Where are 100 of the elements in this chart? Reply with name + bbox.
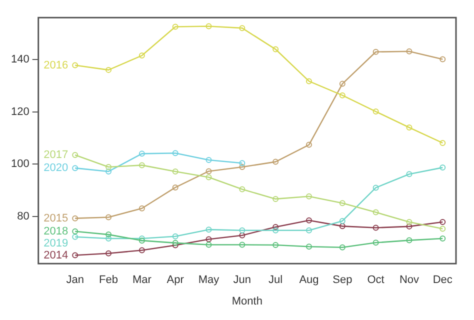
point <box>106 168 112 174</box>
x-tick-label: Jan <box>66 274 84 286</box>
point <box>339 223 346 230</box>
point <box>306 217 312 224</box>
series-label: 2015 <box>44 212 68 224</box>
point <box>339 218 346 224</box>
point <box>72 234 78 240</box>
series-label: 2018 <box>44 225 68 238</box>
point <box>406 223 412 230</box>
point <box>272 242 279 248</box>
point <box>339 80 346 87</box>
point <box>206 168 212 174</box>
point <box>106 66 112 73</box>
x-tick-label: Nov <box>399 274 420 286</box>
point <box>406 124 412 131</box>
point <box>106 214 112 220</box>
series-label: 2014 <box>44 249 68 262</box>
point <box>406 218 412 225</box>
point <box>239 25 246 32</box>
point <box>239 232 246 238</box>
point <box>72 62 78 68</box>
point <box>306 142 312 148</box>
point <box>339 200 346 206</box>
point <box>372 108 379 115</box>
point <box>272 196 279 202</box>
point <box>172 168 178 174</box>
point <box>206 174 212 180</box>
point <box>172 184 178 190</box>
point <box>440 218 446 225</box>
point <box>406 48 412 54</box>
point <box>138 235 145 242</box>
point <box>206 236 212 242</box>
x-tick-label: Mar <box>132 274 152 286</box>
point <box>440 56 446 62</box>
point <box>138 162 145 168</box>
point <box>138 52 145 59</box>
point <box>206 242 212 248</box>
point <box>306 193 312 200</box>
point <box>72 228 78 234</box>
point <box>206 226 212 233</box>
point <box>372 209 379 216</box>
point <box>138 238 145 244</box>
point <box>406 237 412 244</box>
x-axis-title: Month <box>232 295 262 308</box>
point <box>406 171 412 178</box>
point <box>138 205 145 212</box>
x-tick-label: Jul <box>268 274 283 286</box>
point <box>372 240 379 246</box>
point <box>239 227 246 234</box>
point <box>239 160 246 166</box>
point <box>72 252 78 258</box>
point <box>372 224 379 231</box>
point <box>138 247 145 254</box>
x-tick-label: Aug <box>299 274 319 286</box>
point <box>172 242 178 248</box>
point <box>272 224 279 230</box>
point <box>72 152 78 158</box>
point <box>106 235 112 242</box>
point <box>372 184 379 191</box>
y-tick-label: 100 <box>10 158 30 170</box>
series-label: 2020 <box>44 162 68 174</box>
series-label: 2017 <box>44 149 68 162</box>
point <box>106 232 112 238</box>
point <box>306 78 312 84</box>
x-tick-label: Jun <box>233 274 252 286</box>
point <box>72 165 78 172</box>
x-tick-label: Dec <box>432 274 453 286</box>
y-tick-label: 80 <box>17 210 30 223</box>
point <box>239 186 246 192</box>
x-tick-label: Sep <box>332 274 352 286</box>
point <box>239 242 246 248</box>
x-tick-label: Oct <box>367 274 384 286</box>
point <box>172 240 178 246</box>
point <box>440 235 446 242</box>
point <box>206 23 212 30</box>
point <box>339 92 346 98</box>
point <box>272 46 279 52</box>
point <box>272 227 279 234</box>
point <box>272 158 279 165</box>
series-label: 2016 <box>44 59 68 72</box>
point <box>306 227 312 234</box>
point <box>372 48 379 55</box>
y-tick-label: 120 <box>10 106 30 118</box>
point <box>440 140 446 146</box>
point <box>172 150 178 156</box>
point <box>306 244 312 250</box>
y-tick-label: 140 <box>10 54 30 66</box>
point <box>440 164 446 171</box>
x-tick-label: Apr <box>166 274 184 286</box>
point <box>172 233 178 240</box>
x-tick-label: Feb <box>99 274 118 286</box>
point <box>440 226 446 232</box>
x-tick-label: May <box>198 274 220 286</box>
point <box>172 24 178 30</box>
point <box>106 164 112 170</box>
point <box>339 244 346 250</box>
point <box>206 156 212 163</box>
point <box>106 250 112 256</box>
point <box>72 215 78 222</box>
series-label: 2019 <box>44 237 68 250</box>
